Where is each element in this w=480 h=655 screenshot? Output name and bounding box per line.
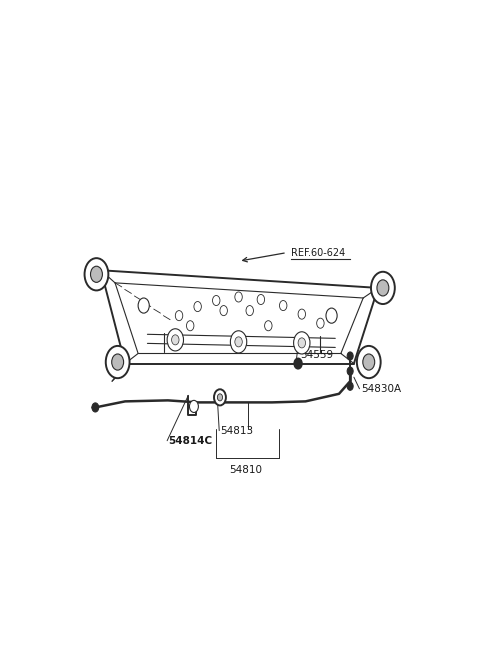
Circle shape: [235, 292, 242, 302]
Circle shape: [326, 308, 337, 323]
Circle shape: [371, 272, 395, 304]
Circle shape: [347, 383, 353, 390]
Circle shape: [175, 310, 183, 321]
Circle shape: [167, 329, 183, 351]
Circle shape: [138, 298, 149, 313]
Circle shape: [84, 258, 108, 290]
Text: 54559: 54559: [300, 350, 333, 360]
Text: 54813: 54813: [220, 426, 253, 436]
Circle shape: [172, 335, 179, 345]
Circle shape: [112, 354, 124, 370]
Circle shape: [298, 338, 306, 348]
Circle shape: [377, 280, 389, 296]
Circle shape: [294, 358, 302, 369]
Circle shape: [92, 403, 99, 412]
Circle shape: [194, 301, 202, 312]
Text: 54814C: 54814C: [168, 436, 212, 445]
Circle shape: [230, 331, 247, 353]
Circle shape: [279, 301, 287, 310]
Text: 54830A: 54830A: [361, 384, 401, 394]
Circle shape: [246, 305, 253, 316]
Circle shape: [91, 266, 102, 282]
Circle shape: [363, 354, 375, 370]
Text: 54810: 54810: [229, 464, 263, 474]
Circle shape: [190, 400, 198, 413]
Circle shape: [347, 367, 353, 375]
Circle shape: [213, 295, 220, 305]
Circle shape: [347, 352, 353, 360]
Circle shape: [186, 321, 194, 331]
Circle shape: [217, 394, 223, 401]
Circle shape: [264, 321, 272, 331]
Text: REF.60-624: REF.60-624: [290, 248, 345, 257]
Circle shape: [357, 346, 381, 378]
Circle shape: [257, 295, 264, 305]
Circle shape: [298, 309, 306, 319]
Circle shape: [317, 318, 324, 328]
Circle shape: [235, 337, 242, 347]
Circle shape: [220, 305, 228, 316]
Circle shape: [214, 389, 226, 405]
Circle shape: [106, 346, 130, 378]
Circle shape: [294, 332, 310, 354]
